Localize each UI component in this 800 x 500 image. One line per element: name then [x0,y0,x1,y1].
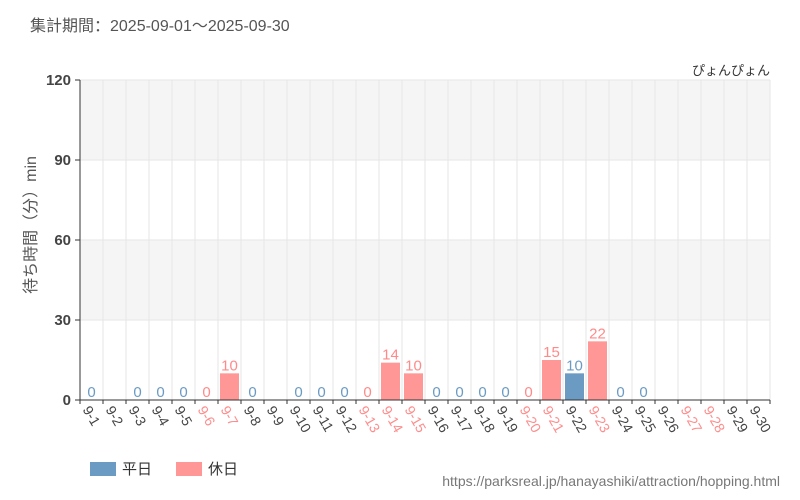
data-label: 22 [589,325,606,342]
data-label: 0 [455,384,463,401]
x-tick-label: 9-16 [425,403,453,435]
x-tick-label: 9-22 [563,403,591,435]
x-tick-label: 9-23 [586,403,614,435]
bar [588,341,607,400]
x-tick-label: 9-13 [356,403,384,435]
legend-item-holiday: 休日 [176,458,238,479]
bar [404,373,423,400]
data-label: 14 [382,347,399,364]
data-label: 0 [340,384,348,401]
y-axis-label: 待ち時間（分）min [22,156,40,294]
bars [220,341,607,400]
x-tick-label: 9-25 [632,403,660,435]
x-ticks: 9-1 9-2 9-3 9-4 9-5 9-6 9-7 9-8 9-9 9-109-119-129… [80,403,775,435]
data-label: 0 [524,384,532,401]
x-tick-label: 9-8 [241,403,265,429]
data-label: 0 [363,384,371,401]
x-tick-label: 9-17 [448,403,476,435]
data-label: 0 [133,384,141,401]
x-tick-label: 9-28 [701,403,729,435]
x-tick-label: 9-9 [264,403,288,429]
bar [565,373,584,400]
data-label: 0 [202,384,210,401]
legend-item-weekday: 平日 [90,458,152,479]
x-tick-label: 9-29 [724,403,752,435]
x-tick-label: 9-7 [218,403,242,429]
period-text: 集計期間：2025-09-01～2025-09-30 [30,18,290,35]
x-tick-label: 9-19 [494,403,522,435]
bar [220,373,239,400]
data-label: 10 [405,357,422,374]
source-url: https://parksreal.jp/hanayashiki/attract… [442,473,780,489]
data-label: 0 [248,384,256,401]
data-label: 0 [87,384,95,401]
legend-label-weekday: 平日 [122,461,153,478]
x-tick-label: 9-20 [517,403,545,435]
data-label: 0 [156,384,164,401]
x-tick-label: 9-14 [379,403,407,435]
data-label: 0 [616,384,624,401]
data-label: 0 [294,384,302,401]
data-label: 0 [432,384,440,401]
legend-label-holiday: 休日 [208,461,239,478]
x-tick-label: 9-11 [310,403,337,435]
x-tick-label: 9-18 [471,403,499,435]
data-label: 10 [566,357,583,374]
data-label: 0 [501,384,509,401]
x-tick-label: 9-24 [609,403,637,435]
chart-title: ぴょんぴょん [692,63,770,78]
bar [542,360,561,400]
y-tick-label: 30 [54,312,71,329]
y-tick-label: 90 [54,152,71,169]
x-tick-label: 9-27 [678,403,706,435]
x-tick-label: 9-2 [103,403,127,429]
legend-swatch-holiday [176,461,203,476]
legend-swatch-weekday [90,461,116,476]
data-label: 0 [317,384,325,401]
bar [381,362,400,400]
x-tick-label: 9-10 [287,403,315,435]
x-tick-label: 9-30 [747,403,775,435]
y-ticks: 0 30 60 90 120 [46,72,80,409]
data-label: 0 [639,384,647,401]
data-label: 0 [478,384,486,401]
data-label: 15 [543,344,560,361]
x-tick-label: 9-12 [333,403,361,435]
x-tick-label: 9-21 [540,403,568,435]
x-tick-label: 9-3 [126,403,150,429]
data-label: 10 [221,357,238,374]
x-tick-label: 9-26 [655,403,683,435]
data-label: 0 [179,384,187,401]
x-tick-label: 9-4 [149,403,173,429]
x-tick-label: 9-15 [402,403,430,435]
legend: 平日 休日 [90,458,262,479]
x-tick-label: 9-5 [172,403,196,429]
y-tick-label: 0 [63,392,71,409]
y-tick-label: 60 [54,232,71,249]
x-tick-label: 9-1 [80,403,104,429]
x-tick-label: 9-6 [195,403,219,429]
vertical-grid [79,80,771,400]
y-tick-label: 120 [46,72,71,89]
